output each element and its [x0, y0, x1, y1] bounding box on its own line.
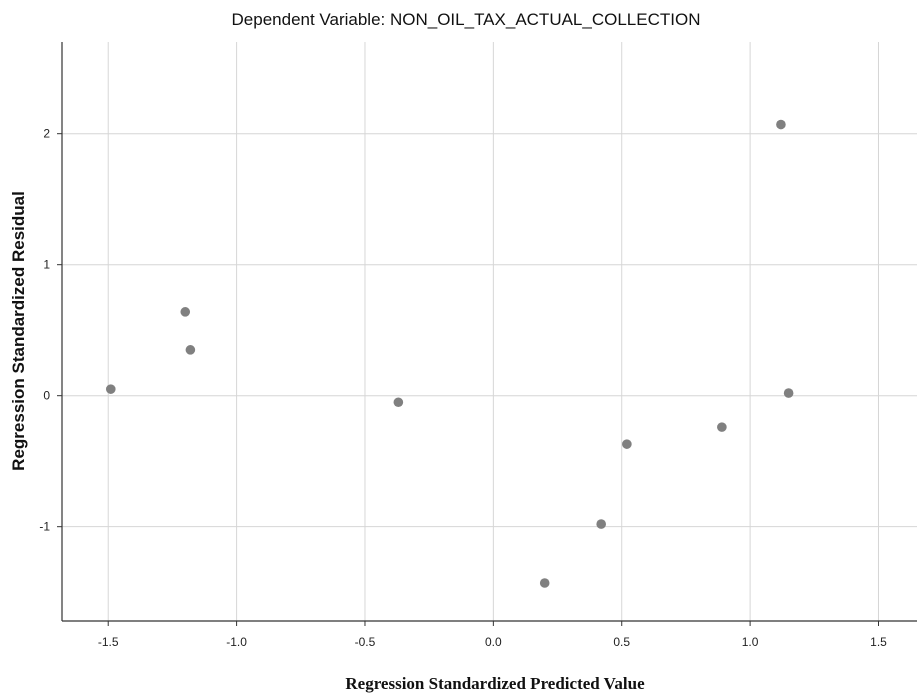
grid-lines — [62, 42, 917, 621]
scatter-point — [185, 345, 196, 355]
axis-ticks: -1.5 -1.0 -0.5 0.0 0.5 1.0 1.5 -1 0 1 2 — [39, 127, 887, 649]
y-tick-label: -1 — [39, 520, 50, 534]
x-tick-label: 1.0 — [742, 635, 759, 649]
y-tick-label: 1 — [43, 258, 50, 272]
x-tick-label: -1.0 — [226, 635, 247, 649]
scatter-point — [180, 307, 191, 317]
x-tick-label: 0.0 — [485, 635, 502, 649]
scatter-point — [717, 422, 727, 432]
y-tick-label: 0 — [43, 389, 50, 403]
x-tick-label: 1.5 — [870, 635, 887, 649]
scatter-point — [776, 119, 786, 130]
y-tick-label: 2 — [43, 127, 50, 141]
x-tick-label: 0.5 — [613, 635, 630, 649]
x-axis-label: Regression Standardized Predicted Value — [345, 674, 645, 693]
scatter-point — [622, 439, 632, 449]
data-points — [105, 119, 794, 588]
x-tick-label: -0.5 — [355, 635, 376, 649]
scatter-point — [393, 397, 404, 408]
y-axis-label: Regression Standardized Residual — [9, 191, 28, 471]
scatter-point — [596, 519, 606, 529]
chart-title: Dependent Variable: NON_OIL_TAX_ACTUAL_C… — [232, 10, 701, 29]
scatter-point — [539, 578, 550, 588]
scatter-point — [783, 388, 794, 398]
scatter-point — [105, 384, 116, 394]
x-tick-label: -1.5 — [98, 635, 119, 649]
